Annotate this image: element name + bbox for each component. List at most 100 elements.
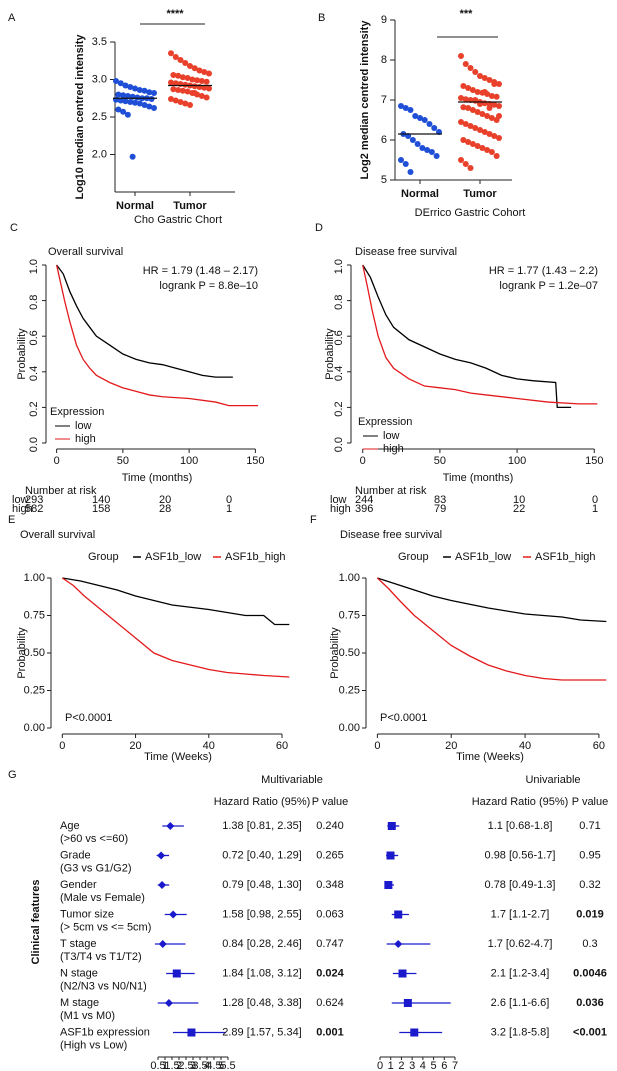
y-tick-label: 1.0 [28, 259, 40, 274]
data-point [481, 129, 488, 135]
y-tick-label: 0.50 [24, 647, 45, 659]
x-tick-label: 0 [377, 1060, 383, 1071]
hr-marker [169, 910, 178, 919]
data-point [460, 137, 467, 143]
data-point [141, 87, 148, 94]
y-tick-label: 0.0 [333, 437, 345, 452]
data-point [132, 99, 138, 106]
data-point [115, 91, 122, 98]
data-point [488, 115, 495, 121]
survival-curve [61, 577, 290, 678]
risk-value: 396 [355, 503, 373, 515]
x-axis-label: Time (Weeks) [456, 751, 524, 763]
data-point [458, 119, 464, 125]
legend-label: ASF1b_low [145, 551, 201, 563]
risk-value: 1 [592, 503, 598, 515]
data-point [172, 97, 179, 104]
y-tick-label: 1.00 [339, 572, 360, 584]
x-tick-label: 20 [445, 740, 457, 752]
x-tick-label: 4.5 [206, 1060, 221, 1071]
data-point [175, 72, 182, 79]
y-tick-label: 0.4 [28, 366, 40, 381]
x-tick-label: 50 [434, 455, 446, 467]
y-tick-label: 6 [381, 134, 387, 146]
data-point [148, 96, 155, 102]
annotation: logrank P = 8.8e–10 [159, 280, 258, 292]
hr-label: 3.2 [1.8-5.8] [491, 1026, 550, 1038]
data-point [115, 106, 122, 113]
data-point [136, 87, 143, 93]
x-tick-label: 1 [388, 1060, 394, 1071]
x-tick-label: 0 [374, 740, 380, 752]
row-sublabel: (N2/N3 vs N0/N1) [60, 980, 147, 992]
p-label: 0.024 [316, 967, 344, 979]
column-header: Hazard Ratio (95%) [214, 796, 311, 808]
y-axis-label: Probability [16, 328, 28, 380]
data-point [433, 153, 440, 159]
panel-title: Disease free survival [340, 529, 442, 541]
x-tick-label: 40 [203, 740, 215, 752]
hr-label: 2.1 [1.2-3.4] [491, 967, 550, 979]
data-point [203, 78, 210, 85]
x-axis-label: Cho Gastric Chort [134, 214, 222, 226]
data-point [182, 60, 189, 66]
risk-value: 293 [25, 494, 43, 506]
data-point [462, 161, 469, 167]
p-label: 0.95 [579, 849, 600, 861]
risk-value: 244 [355, 494, 373, 506]
data-point [426, 121, 433, 127]
panel-title: Disease free survival [355, 246, 457, 258]
y-tick-label: 0.6 [333, 330, 345, 345]
x-tick-label: 0.5 [150, 1060, 165, 1071]
annotation: HR = 1.79 (1.48 – 2.17) [143, 265, 258, 277]
data-point [129, 153, 136, 160]
risk-value: 140 [92, 494, 110, 506]
x-tick-label: 5 [218, 1060, 224, 1071]
x-tick-label: 3 [409, 1060, 415, 1071]
y-tick-label: 7 [381, 94, 387, 106]
row-label: Tumor size [60, 908, 114, 920]
survival-curve [62, 577, 290, 626]
data-point [146, 89, 153, 96]
data-point [474, 109, 481, 115]
x-tick-label: 6 [441, 1060, 447, 1071]
x-tick-label: 50 [117, 455, 129, 467]
hr-marker [398, 969, 407, 978]
hr-marker [172, 969, 181, 978]
y-tick-label: 8 [381, 54, 387, 66]
y-tick-label: 3.5 [92, 36, 107, 48]
hr-marker [187, 1028, 196, 1037]
hr-marker [158, 940, 167, 948]
risk-row-label: low [12, 494, 29, 506]
data-point [172, 80, 179, 87]
data-point [479, 145, 486, 151]
data-point [120, 108, 127, 115]
data-point [414, 141, 421, 147]
data-point [198, 93, 205, 99]
p-label: 0.348 [316, 879, 344, 891]
data-point [460, 104, 467, 111]
hr-marker [410, 1028, 419, 1037]
data-point [465, 139, 472, 145]
panel-title: Overall survival [48, 246, 123, 258]
hr-marker [394, 910, 403, 919]
data-point [194, 77, 201, 84]
risk-row-label: low [330, 494, 347, 506]
hr-marker [403, 999, 412, 1007]
panel-letter: E [8, 514, 15, 526]
data-point [170, 72, 177, 78]
legend-label: ASF1b_high [535, 551, 596, 563]
x-tick-label: 3 [190, 1060, 196, 1071]
x-tick-label: 100 [180, 455, 198, 467]
risk-value: 28 [159, 503, 171, 515]
data-point [462, 96, 469, 103]
risk-value: 158 [92, 503, 110, 515]
x-axis-label: Time (months) [122, 472, 193, 484]
x-tick-label: 60 [593, 740, 605, 752]
data-point [477, 127, 483, 133]
hr-label: 0.78 [0.49-1.3] [485, 879, 556, 891]
y-axis-label: Log10 median centred intensity [74, 34, 86, 200]
data-point [141, 102, 148, 108]
data-point [168, 50, 174, 57]
